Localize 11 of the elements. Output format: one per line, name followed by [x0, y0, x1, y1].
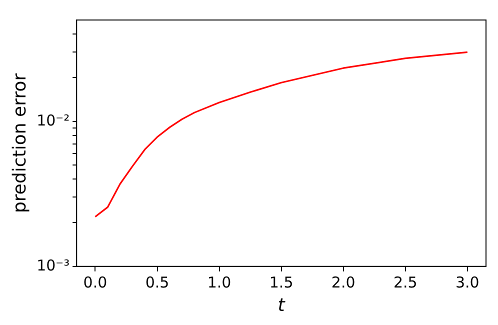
x-tick-label: 0.0: [83, 273, 108, 292]
y-axis-title: prediction error: [9, 72, 30, 214]
x-tick-label: 2.0: [331, 273, 356, 292]
x-tick-label: 2.5: [393, 273, 418, 292]
y-tick-label: 10⁻²: [36, 111, 70, 130]
x-tick-label: 3.0: [455, 273, 480, 292]
x-tick-label: 1.0: [207, 273, 232, 292]
y-tick-label: 10⁻³: [36, 256, 70, 274]
x-axis-title: t: [278, 294, 286, 316]
x-tick-label: 0.5: [145, 273, 170, 292]
x-tick-label: 1.5: [269, 273, 294, 292]
